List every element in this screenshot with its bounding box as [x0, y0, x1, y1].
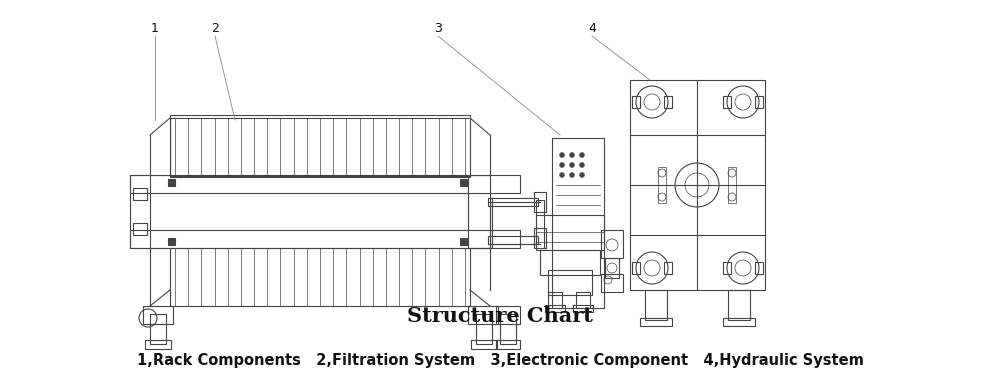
Bar — [632, 262, 640, 274]
Bar — [664, 262, 672, 274]
Bar — [168, 179, 175, 186]
Bar — [490, 198, 492, 248]
Bar — [573, 305, 593, 312]
Bar — [723, 262, 731, 274]
Bar — [133, 223, 147, 235]
Bar — [170, 118, 470, 176]
Bar — [460, 238, 467, 245]
Bar — [145, 340, 171, 349]
Bar — [468, 175, 490, 248]
Bar — [500, 314, 516, 344]
Text: 1,Rack Components   2,Filtration System   3,Electronic Component   4,Hydraulic S: 1,Rack Components 2,Filtration System 3,… — [137, 353, 863, 367]
Bar — [601, 274, 623, 292]
Bar — [534, 192, 546, 212]
Bar — [605, 258, 619, 278]
Polygon shape — [150, 118, 170, 175]
Circle shape — [580, 163, 584, 167]
Bar — [545, 305, 565, 312]
Bar — [658, 167, 666, 203]
Bar — [133, 188, 147, 200]
Bar — [143, 306, 173, 324]
Bar — [460, 179, 467, 186]
Bar — [170, 248, 470, 306]
Bar — [645, 290, 667, 320]
Bar — [168, 238, 175, 245]
Bar — [630, 80, 765, 290]
Text: Structure Chart: Structure Chart — [407, 306, 593, 326]
Bar — [723, 318, 755, 326]
Bar — [664, 96, 672, 108]
Bar — [728, 167, 736, 203]
Circle shape — [560, 163, 564, 167]
Bar — [548, 270, 592, 295]
Bar — [576, 292, 590, 308]
Bar — [488, 236, 538, 244]
Circle shape — [560, 172, 564, 177]
Circle shape — [570, 172, 574, 177]
Bar — [723, 96, 731, 108]
Bar — [640, 318, 672, 326]
Bar — [632, 96, 640, 108]
Bar — [496, 340, 520, 349]
Circle shape — [570, 163, 574, 167]
Bar — [130, 175, 150, 248]
Bar — [601, 230, 623, 258]
Bar — [755, 96, 763, 108]
Bar — [130, 230, 520, 248]
Text: 1: 1 — [151, 21, 159, 34]
Bar — [536, 215, 604, 250]
Bar — [130, 175, 520, 193]
Bar — [755, 262, 763, 274]
Polygon shape — [470, 118, 490, 175]
Bar — [728, 290, 750, 320]
Bar — [496, 306, 520, 324]
Circle shape — [570, 152, 574, 158]
Bar — [150, 314, 166, 344]
Circle shape — [560, 152, 564, 158]
Bar — [548, 292, 562, 308]
Bar — [488, 198, 538, 206]
Bar — [170, 115, 470, 177]
Bar — [540, 250, 600, 275]
Bar — [552, 138, 604, 308]
Text: 2: 2 — [211, 21, 219, 34]
Bar — [534, 228, 546, 248]
Text: 3: 3 — [434, 21, 442, 34]
Bar — [536, 200, 544, 248]
Text: 4: 4 — [588, 21, 596, 34]
Circle shape — [580, 172, 584, 177]
Bar — [471, 340, 497, 349]
Circle shape — [580, 152, 584, 158]
Bar — [468, 306, 498, 324]
Bar — [476, 314, 492, 344]
